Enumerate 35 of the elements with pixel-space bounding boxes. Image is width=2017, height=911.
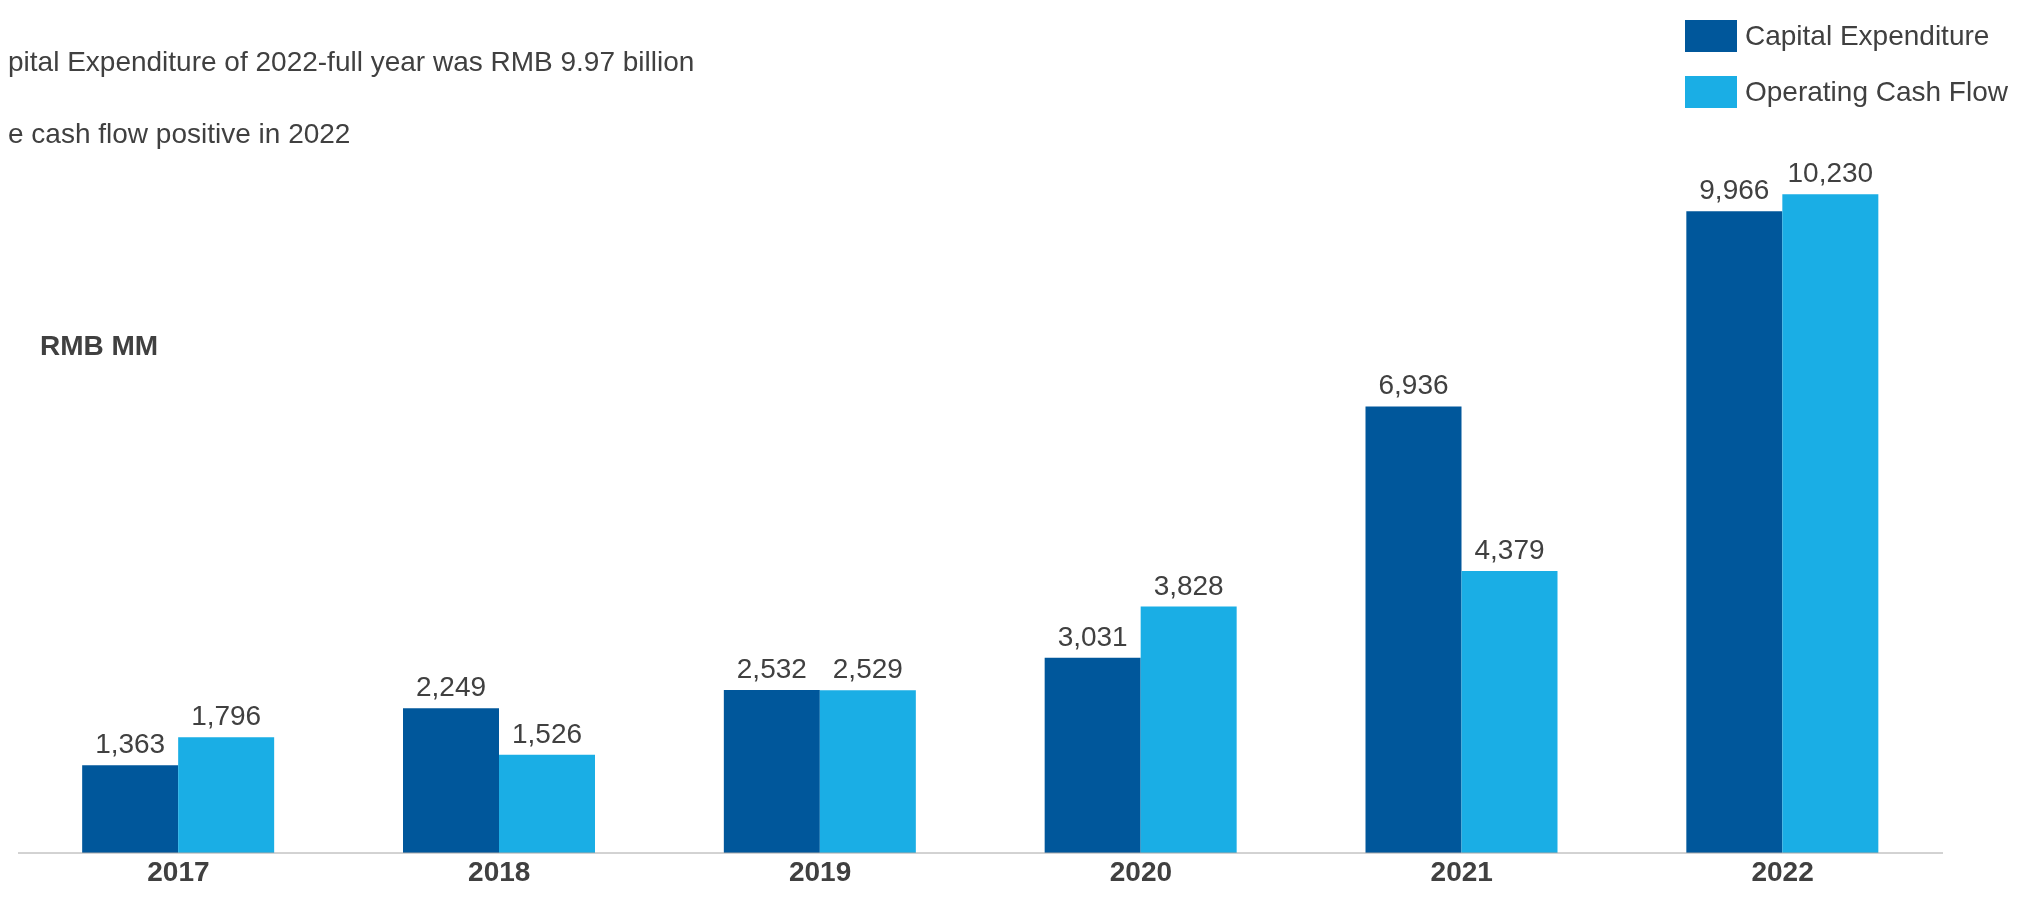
x-tick-label: 2020 (1109, 855, 1173, 887)
data-label: 1,796 (191, 700, 262, 732)
data-label: 4,379 (1474, 534, 1545, 566)
x-tick-label: 2018 (468, 855, 531, 887)
data-label: 9,966 (1699, 174, 1770, 206)
data-label: 2,249 (415, 671, 487, 703)
x-tick-label: 2022 (1751, 855, 1814, 887)
bar (1365, 406, 1462, 853)
bar (1044, 657, 1141, 853)
x-tick-label: 2017 (147, 855, 210, 887)
legend-label: Operating Cash Flow (1744, 76, 2008, 108)
data-label: 3,031 (1057, 620, 1128, 652)
data-label: 1,363 (95, 728, 166, 760)
bar (1461, 571, 1558, 853)
text: e cash flow positive in 2022 (8, 117, 352, 151)
x-tick-label: 2021 (1430, 855, 1493, 887)
text: pital Expenditure of 2022-full year was RMB 9.97 billion (8, 45, 695, 79)
bar (1782, 194, 1879, 853)
bar (1140, 606, 1237, 853)
data-label: 3,828 (1153, 569, 1224, 601)
bar (723, 689, 820, 853)
bar (819, 690, 916, 853)
bar (178, 737, 275, 853)
y-axis-title: RMB MM (40, 330, 159, 362)
bar (499, 754, 595, 853)
bar (403, 708, 499, 853)
data-label: 1,526 (511, 717, 583, 749)
data-label: 2,529 (832, 653, 903, 685)
legend-label: Capital Expenditure (1744, 20, 1990, 52)
x-tick-label: 2019 (788, 855, 852, 887)
bar (1686, 211, 1783, 853)
data-label: 2,532 (736, 652, 807, 684)
bar (82, 765, 179, 853)
data-label: 6,936 (1378, 369, 1449, 401)
data-label: 10,230 (1787, 157, 1874, 189)
